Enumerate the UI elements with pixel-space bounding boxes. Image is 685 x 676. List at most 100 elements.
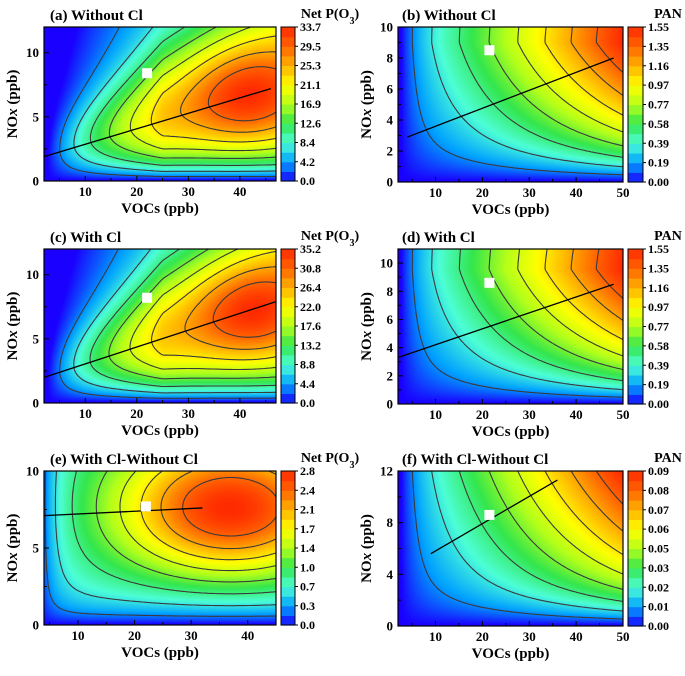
- colorbar-label-c-7: 4.4: [300, 377, 315, 391]
- x-tick-label-e-0: 10: [71, 628, 84, 643]
- colorbar-label-e-6: 0.7: [300, 580, 315, 594]
- colorbar-label-f-5: 0.03: [648, 561, 669, 575]
- y-tick-label-d-4: 8: [387, 284, 394, 299]
- colorbar-label-c-2: 26.4: [300, 281, 321, 295]
- marker-f: [484, 509, 495, 520]
- y-axis-label-italic-c: x: [5, 330, 21, 339]
- panel-b: 10 20 30 40 50 0 2 4 6 8 10 (b) Without Cl VOCs (ppb…: [359, 7, 682, 218]
- x-tick-label-f-0: 10: [429, 629, 442, 644]
- colorbar-band-e-2: [281, 596, 295, 607]
- colorbar-band-e-15: [281, 471, 295, 482]
- y-axis-label-d: NOx (ppb): [359, 292, 375, 361]
- colorbar-band-a-9: [281, 84, 295, 95]
- colorbar-band-f-11: [628, 509, 643, 521]
- x-axis-label-a: VOCs (ppb): [121, 201, 199, 217]
- colorbar-title-sub-a: 3: [349, 16, 354, 27]
- panel-c: 10 20 30 40 0 5 10 (c) With Cl VOCs (ppb) NOx (pp…: [5, 229, 359, 439]
- colorbar-band-a-4: [281, 132, 295, 144]
- contour-lines-a: [59, 26, 277, 178]
- y-tick-label-a-2: 10: [26, 45, 39, 60]
- colorbar-band-f-9: [628, 529, 643, 540]
- contour-a-0: [59, 26, 276, 178]
- x-tick-label-f-3: 40: [570, 629, 583, 644]
- colorbar-band-f-5: [628, 567, 643, 579]
- colorbar-band-f-0: [628, 616, 643, 627]
- ridge-line-c: [43, 300, 277, 378]
- colorbar-band-d-11: [628, 287, 643, 299]
- contour-b-1: [431, 27, 624, 168]
- panel-title-d: (d) With Cl: [402, 230, 475, 246]
- colorbar-label-d-1: 1.35: [648, 261, 669, 275]
- contour-c-2: [89, 248, 277, 388]
- x-tick-label-d-0: 10: [429, 407, 442, 422]
- contour-d-6: [570, 248, 624, 321]
- colorbar-band-a-0: [281, 171, 295, 182]
- colorbar-label-c-1: 30.8: [300, 261, 321, 275]
- contour-e-6: [160, 470, 277, 550]
- colorbar-label-a-3: 21.1: [300, 78, 321, 92]
- contour-f-3: [488, 470, 624, 590]
- colorbar-band-e-14: [281, 480, 295, 491]
- colorbar-band-c-2: [281, 374, 295, 385]
- y-axis-label-unit-a: (ppb): [5, 70, 21, 109]
- colorbar-band-d-10: [628, 297, 643, 308]
- colorbar-band-d-1: [628, 384, 643, 395]
- colorbar-e: 2.8 2.4 2.1 1.7 1.4 1.0 0.7 0.3 0.0 Net P(O3): [280, 451, 360, 632]
- contour-lines-f: [411, 470, 624, 620]
- ridge-line-b: [407, 57, 614, 138]
- contour-c-4: [129, 248, 277, 371]
- colorbar-band-d-9: [628, 307, 643, 318]
- x-tick-label-c-2: 30: [182, 406, 195, 421]
- colorbar-label-e-1: 2.4: [300, 483, 315, 497]
- colorbar-label-f-4: 0.05: [648, 542, 669, 556]
- colorbar-title-main-c: Net P(O: [301, 229, 350, 244]
- contour-a-7: [207, 66, 277, 122]
- colorbar-label-e-4: 1.4: [300, 541, 315, 555]
- colorbar-band-d-2: [628, 374, 643, 386]
- colorbar-title-sub-e: 3: [349, 460, 354, 471]
- colorbar-band-b-4: [628, 133, 643, 144]
- colorbar-band-b-15: [628, 27, 643, 38]
- colorbar-title-e: Net P(O3): [301, 451, 360, 471]
- y-axis-label-unit-f: (ppb): [359, 514, 375, 553]
- contour-d-5: [544, 248, 624, 340]
- colorbar-band-b-13: [628, 46, 643, 57]
- colorbar-band-a-1: [281, 161, 295, 172]
- colorbar-band-c-9: [281, 306, 295, 317]
- y-axis-label-italic-a: x: [5, 108, 21, 117]
- colorbar-label-d-4: 0.77: [648, 320, 669, 334]
- colorbar-band-d-8: [628, 316, 643, 328]
- colorbar-band-f-10: [628, 519, 643, 530]
- colorbar-title-end-c: ): [354, 229, 359, 244]
- contour-d-1: [431, 248, 624, 391]
- y-axis-label-c: NOx (ppb): [5, 292, 21, 361]
- colorbar-label-a-1: 29.5: [300, 39, 321, 53]
- colorbar-band-f-13: [628, 490, 643, 501]
- colorbar-band-f-6: [628, 558, 643, 569]
- colorbar-band-f-7: [628, 548, 643, 559]
- colorbar-title-main-f: PAN: [654, 451, 682, 466]
- colorbar-band-e-10: [281, 519, 295, 530]
- colorbar-label-d-5: 0.58: [648, 339, 669, 353]
- y-tick-label-e-1: 5: [33, 541, 40, 556]
- colorbar-label-d-3: 0.97: [648, 300, 669, 314]
- x-tick-label-d-3: 40: [570, 407, 583, 422]
- contour-b-6: [570, 26, 624, 96]
- y-tick-label-e-0: 0: [33, 618, 40, 633]
- marker-b: [484, 45, 495, 56]
- colorbar-band-b-7: [628, 104, 643, 115]
- colorbar-label-a-0: 33.7: [300, 20, 321, 34]
- colorbar-label-b-1: 1.35: [648, 39, 669, 53]
- colorbar-label-b-5: 0.58: [648, 117, 669, 131]
- contour-a-5: [150, 35, 277, 143]
- y-tick-label-b-3: 6: [387, 82, 394, 97]
- x-tick-label-b-1: 20: [476, 185, 489, 200]
- colorbar-band-c-4: [281, 354, 295, 366]
- y-axis-label-main-f: NO: [359, 560, 375, 583]
- y-tick-label-d-0: 0: [387, 397, 394, 412]
- y-tick-label-f-0: 0: [387, 619, 394, 634]
- x-tick-label-c-1: 20: [130, 406, 143, 421]
- y-tick-label-c-1: 5: [33, 331, 40, 346]
- y-tick-label-d-1: 2: [387, 368, 394, 383]
- colorbar-band-f-15: [628, 471, 643, 482]
